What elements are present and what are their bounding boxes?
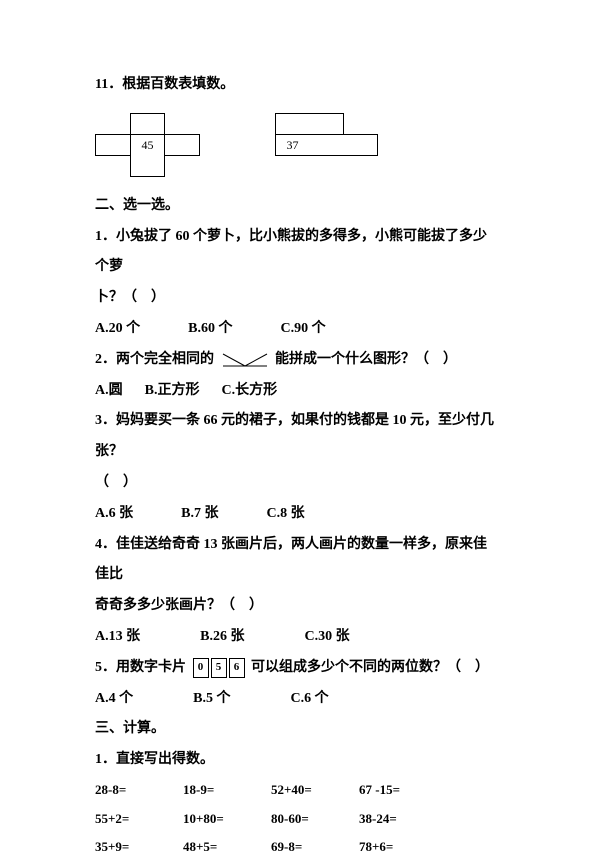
calc-item: 48+5= (183, 833, 271, 862)
q2-3-opts: A.6 张 B.7 张 C.8 张 (95, 499, 500, 530)
opt-b: B.7 张 (181, 499, 218, 530)
card-2: 6 (229, 658, 245, 678)
opt-a: A.20 个 (95, 314, 140, 345)
grid-a-top (130, 113, 165, 135)
calc-item: 78+6= (359, 833, 447, 862)
opt-c: C.90 个 (280, 314, 325, 345)
grids-container: 45 37 (95, 113, 500, 173)
grid-a: 45 (95, 113, 215, 173)
opt-b: B.60 个 (188, 314, 232, 345)
calc-item: 67 -15= (359, 776, 447, 805)
grid-b-b2 (309, 134, 344, 156)
calc-item: 35+9= (95, 833, 183, 862)
calc-item: 10+80= (183, 805, 271, 834)
grid-b-top2 (309, 113, 344, 135)
grid-a-mid: 45 (130, 134, 165, 156)
opt-a: A.6 张 (95, 499, 133, 530)
q2-4b: 奇奇多多少张画片？（ ） (95, 591, 500, 622)
q2-2-pre: 2．两个完全相同的 (95, 352, 214, 367)
opt-a: A.圆 (95, 376, 123, 407)
q2-3: 3．妈妈要买一条 66 元的裙子，如果付的钱都是 10 元，至少付几张？ (95, 406, 500, 468)
opt-b: B.5 个 (193, 684, 230, 715)
grid-a-bot (130, 155, 165, 177)
q2-2-opts: A.圆 B.正方形 C.长方形 (95, 376, 500, 407)
grid-a-right (165, 134, 200, 156)
grid-a-left (95, 134, 130, 156)
opt-a: A.13 张 (95, 622, 140, 653)
opt-c: C.30 张 (304, 622, 349, 653)
calc-row-1: 55+2= 10+80= 80-60= 38-24= (95, 805, 500, 834)
q2-5: 5．用数字卡片 0 5 6 可以组成多少个不同的两位数？（ ） (95, 653, 500, 684)
cards: 0 5 6 (193, 658, 245, 678)
q2-5-opts: A.4 个 B.5 个 C.6 个 (95, 684, 500, 715)
q2-4-opts: A.13 张 B.26 张 C.30 张 (95, 622, 500, 653)
q2-1: 1．小兔拔了 60 个萝卜，比小熊拔的多得多，小熊可能拔了多少个萝 (95, 222, 500, 284)
section3-title: 三、计算。 (95, 714, 500, 745)
q2-5-pre: 5．用数字卡片 (95, 660, 186, 675)
calc-row-0: 28-8= 18-9= 52+40= 67 -15= (95, 776, 500, 805)
opt-c: C.8 张 (266, 499, 304, 530)
calc-item: 69-8= (271, 833, 359, 862)
opt-b: B.正方形 (145, 376, 200, 407)
q2-2-post: 能拼成一个什么图形？（ ） (275, 352, 457, 367)
card-0: 0 (193, 658, 209, 678)
q2-2: 2．两个完全相同的 能拼成一个什么图形？（ ） (95, 345, 500, 376)
section2-title: 二、选一选。 (95, 191, 500, 222)
grid-b-b1: 37 (275, 134, 310, 156)
calc-item: 80-60= (271, 805, 359, 834)
calc-item: 18-9= (183, 776, 271, 805)
q2-1b: 卜？（ ） (95, 283, 500, 314)
grid-b-top1 (275, 113, 310, 135)
triangle-icon (221, 352, 269, 368)
q2-3b: （ ） (95, 468, 500, 499)
opt-b: B.26 张 (200, 622, 244, 653)
calc-item: 55+2= (95, 805, 183, 834)
calc-item: 38-24= (359, 805, 447, 834)
q3-1: 1．直接写出得数。 (95, 745, 500, 776)
opt-c: C.6 个 (290, 684, 328, 715)
calc-item: 52+40= (271, 776, 359, 805)
q2-4: 4．佳佳送给奇奇 13 张画片后，两人画片的数量一样多，原来佳佳比 (95, 530, 500, 592)
grid-b: 37 (275, 113, 385, 157)
calc-row-2: 35+9= 48+5= 69-8= 78+6= (95, 833, 500, 862)
q11-title: 11．根据百数表填数。 (95, 70, 500, 101)
card-1: 5 (211, 658, 227, 678)
q2-5-post: 可以组成多少个不同的两位数？（ ） (251, 660, 489, 675)
calc-item: 28-8= (95, 776, 183, 805)
opt-c: C.长方形 (221, 376, 277, 407)
opt-a: A.4 个 (95, 684, 133, 715)
q2-1-opts: A.20 个 B.60 个 C.90 个 (95, 314, 500, 345)
grid-b-b3 (343, 134, 378, 156)
